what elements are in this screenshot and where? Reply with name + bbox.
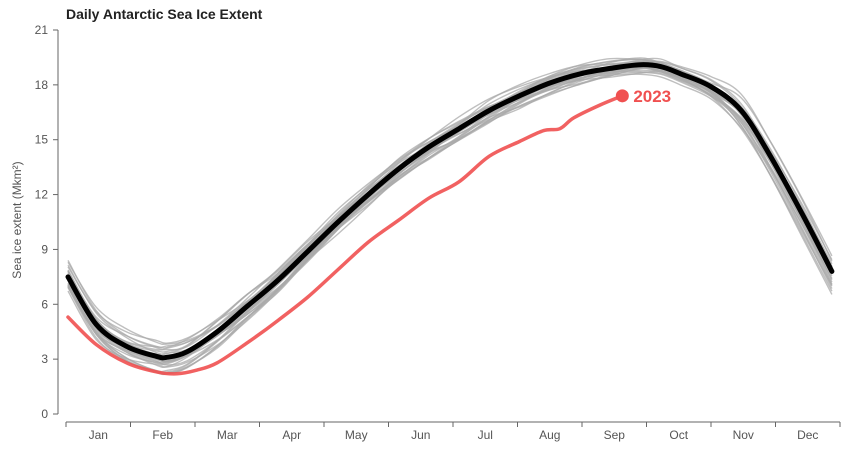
history-year-line	[67, 61, 833, 344]
y-tick-label: 0	[41, 407, 48, 421]
history-year-line	[67, 71, 833, 373]
history-year-line	[67, 60, 833, 349]
y-axis: 0 3 6 9 12 15 18 21	[35, 23, 59, 421]
series-line-mean	[65, 62, 835, 361]
y-tick-label: 9	[41, 242, 48, 256]
main-series-lines: 2023	[65, 62, 835, 376]
x-tick-label: Feb	[152, 428, 173, 442]
history-year-line	[67, 69, 833, 365]
series-end-marker-2023	[615, 89, 629, 103]
x-tick-label: Mar	[217, 428, 238, 442]
x-tick-label: Dec	[797, 428, 818, 442]
history-year-line	[67, 66, 833, 359]
y-tick-label: 12	[35, 188, 49, 202]
history-year-line	[67, 58, 833, 363]
y-tick-label: 15	[35, 133, 49, 147]
history-year-line	[67, 66, 833, 375]
history-year-line	[67, 67, 833, 366]
history-year-line	[67, 65, 833, 375]
x-tick-label: Nov	[733, 428, 754, 442]
series-label-2023: 2023	[633, 87, 671, 106]
history-year-line	[67, 60, 833, 356]
x-tick-label: Apr	[282, 428, 301, 442]
history-year-line	[67, 70, 833, 368]
series-line-2023	[66, 94, 625, 376]
history-year-line	[67, 62, 833, 362]
x-tick-label: Jul	[478, 428, 493, 442]
history-year-line	[67, 63, 833, 362]
x-axis: Jan Feb Mar Apr May Jun Jul Aug Sep Oct Nov Dec	[65, 421, 841, 442]
x-tick-label: Sep	[604, 428, 626, 442]
history-year-line	[67, 66, 833, 351]
history-year-line	[67, 65, 833, 376]
history-year-line	[67, 64, 833, 363]
y-tick-label: 6	[41, 297, 48, 311]
x-tick-label: Aug	[539, 428, 560, 442]
x-tick-label: Jun	[411, 428, 430, 442]
y-tick-label: 3	[41, 352, 48, 366]
chart-title: Daily Antarctic Sea Ice Extent	[66, 6, 263, 22]
history-year-line	[67, 65, 833, 369]
y-tick-label: 21	[35, 23, 49, 37]
y-axis-title: Sea ice extent (Mkm²)	[10, 161, 24, 278]
history-year-line	[67, 70, 833, 374]
history-year-line	[67, 66, 833, 366]
history-year-line	[67, 73, 833, 364]
history-year-line	[67, 61, 833, 361]
x-tick-label: Oct	[669, 428, 688, 442]
history-year-line	[67, 63, 833, 345]
history-year-line	[67, 67, 833, 363]
y-tick-label: 18	[35, 78, 49, 92]
history-year-line	[67, 66, 833, 353]
x-tick-label: May	[345, 428, 368, 442]
x-tick-label: Jan	[89, 428, 108, 442]
historical-years-lines	[67, 57, 833, 376]
